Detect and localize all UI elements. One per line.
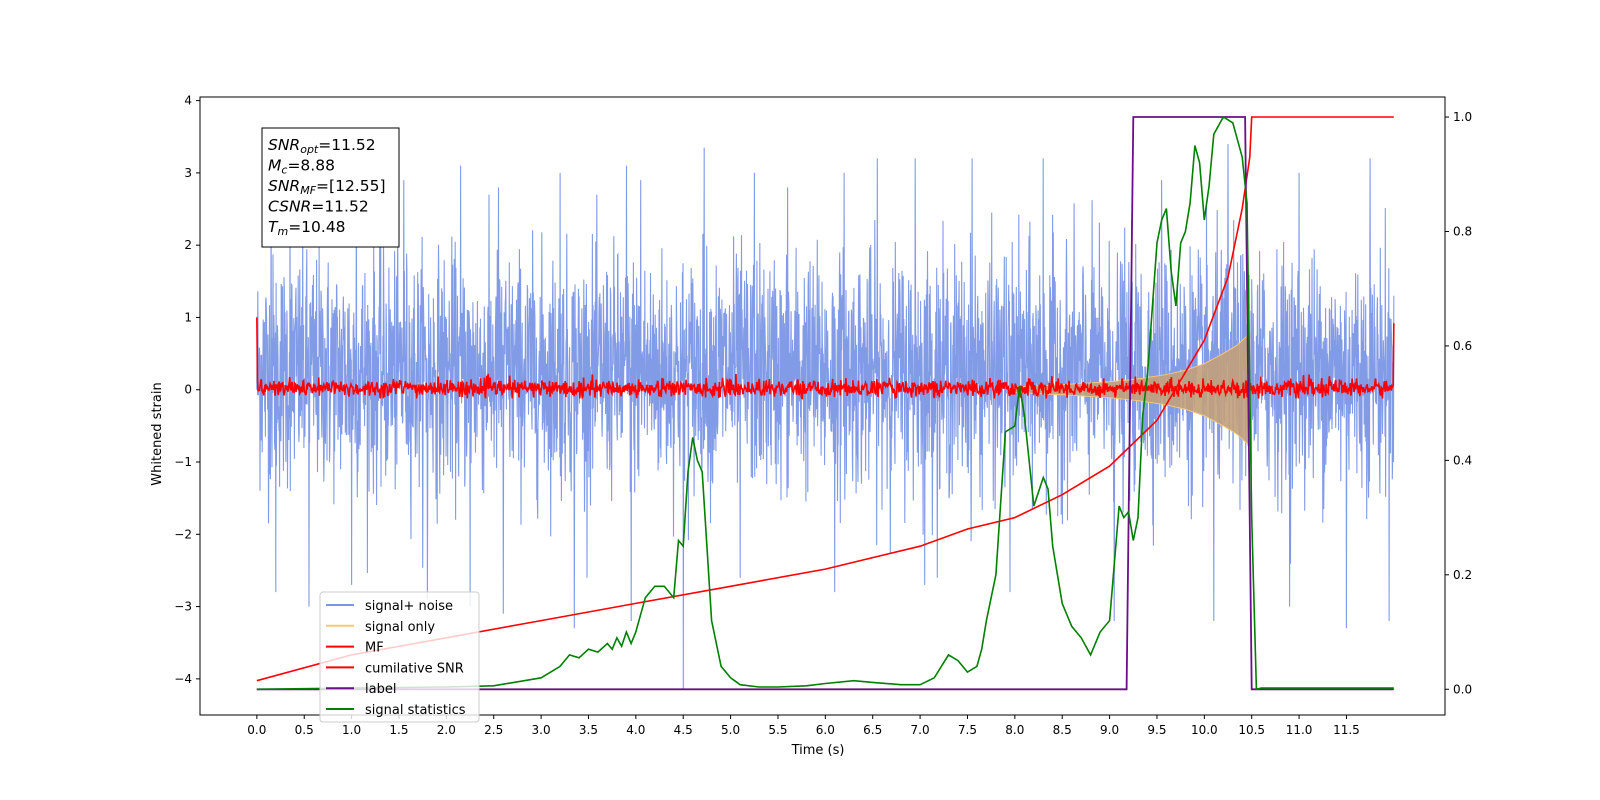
y-tick-label: 1 bbox=[184, 310, 192, 324]
x-tick-label: 9.5 bbox=[1147, 723, 1166, 737]
annotation-symbol: SNR bbox=[268, 136, 300, 154]
x-tick-label: 5.0 bbox=[721, 723, 740, 737]
x-tick-label: 7.0 bbox=[911, 723, 930, 737]
x-tick-label: 1.5 bbox=[389, 723, 408, 737]
annotation-line: CSNR=11.52 bbox=[268, 198, 369, 216]
x-tick-label: 10.0 bbox=[1191, 723, 1218, 737]
y-axis-ticks: 4 3 2 1 0 −1 −2 −3 −4 bbox=[174, 94, 200, 686]
y-tick-label: −4 bbox=[174, 672, 192, 686]
series-cumulative-snr bbox=[256, 116, 1394, 682]
x-tick-label: 11.0 bbox=[1286, 723, 1313, 737]
annotation-subscript: MF bbox=[300, 184, 316, 197]
y-tick-label: 3 bbox=[184, 166, 192, 180]
y2-tick-label: 1.0 bbox=[1453, 110, 1472, 124]
annotation-value: =11.52 bbox=[318, 136, 375, 154]
y-tick-label: −3 bbox=[174, 600, 192, 614]
series-label bbox=[256, 116, 1394, 691]
x-tick-label: 3.5 bbox=[579, 723, 598, 737]
series-signal-plus-noise bbox=[256, 143, 1395, 690]
annotation-value: =11.52 bbox=[311, 198, 368, 216]
x-tick-label: 8.5 bbox=[1053, 723, 1072, 737]
annotation-subscript: c bbox=[281, 164, 287, 177]
series-signal-statistics bbox=[256, 115, 1394, 691]
annotation-value: =[12.55] bbox=[316, 177, 385, 195]
x-tick-label: 10.5 bbox=[1238, 723, 1265, 737]
x-tick-label: 6.0 bbox=[816, 723, 835, 737]
x-tick-label: 7.5 bbox=[958, 723, 977, 737]
annotation-symbol: M bbox=[268, 157, 281, 175]
x-tick-label: 6.5 bbox=[863, 723, 882, 737]
y-axis-label: Whitened strain bbox=[150, 382, 165, 485]
y-tick-label: 2 bbox=[184, 238, 192, 252]
annotation-line: Tm=10.48 bbox=[268, 218, 346, 238]
legend-entry-label: MF bbox=[365, 641, 384, 656]
x-axis-ticks: 0.0 0.5 1.0 1.5 2.0 2.5 3.0 3.5 4.0 4.5 5.0 5.5 6.0 6… bbox=[247, 715, 1360, 737]
legend-entry-label: signal only bbox=[365, 620, 435, 635]
plot-area bbox=[256, 115, 1395, 691]
y2-tick-label: 0.4 bbox=[1453, 453, 1472, 467]
legend-entry-label: cumilative SNR bbox=[365, 661, 464, 676]
x-tick-label: 8.0 bbox=[1005, 723, 1024, 737]
y2-tick-label: 0.6 bbox=[1453, 339, 1472, 353]
y-tick-label: −1 bbox=[174, 455, 192, 469]
y2-tick-label: 0.0 bbox=[1453, 682, 1472, 696]
y2-tick-label: 0.8 bbox=[1453, 224, 1472, 238]
x-tick-label: 3.0 bbox=[532, 723, 551, 737]
x-tick-label: 4.5 bbox=[674, 723, 693, 737]
x-axis-label: Time (s) bbox=[791, 743, 845, 758]
legend-entry-label: signal+ noise bbox=[365, 599, 453, 614]
x-tick-label: 11.5 bbox=[1333, 723, 1360, 737]
annotation-symbol: SNR bbox=[268, 177, 300, 195]
legend-entry-label: label bbox=[365, 682, 396, 697]
annotation-line: Mc=8.88 bbox=[268, 157, 335, 177]
x-tick-label: 4.0 bbox=[626, 723, 645, 737]
annotation-subscript: m bbox=[277, 225, 288, 238]
legend-frame bbox=[319, 591, 480, 723]
legend: signal+ noise signal only MF cumilative SNR… bbox=[319, 591, 480, 723]
annotation-subscript: opt bbox=[300, 143, 319, 156]
y-tick-label: 0 bbox=[184, 383, 192, 397]
y2-axis-ticks: 1.0 0.8 0.6 0.4 0.2 0.0 bbox=[1445, 110, 1472, 696]
x-tick-label: 2.5 bbox=[484, 723, 503, 737]
x-tick-label: 9.0 bbox=[1100, 723, 1119, 737]
annotation-value: =8.88 bbox=[287, 157, 335, 175]
x-tick-label: 5.5 bbox=[768, 723, 787, 737]
y2-tick-label: 0.2 bbox=[1453, 568, 1472, 582]
series-mf bbox=[256, 317, 1395, 400]
annotation-line: SNRMF=[12.55] bbox=[268, 177, 386, 197]
y-tick-label: −2 bbox=[174, 527, 192, 541]
annotation-line: SNRopt=11.52 bbox=[268, 136, 376, 156]
annotation-box: SNRopt=11.52Mc=8.88SNRMF=[12.55]CSNR=11.… bbox=[261, 127, 400, 248]
annotation-symbol: T bbox=[268, 218, 279, 236]
axes-frame bbox=[199, 96, 1446, 716]
x-tick-label: 2.0 bbox=[437, 723, 456, 737]
x-tick-label: 0.5 bbox=[295, 723, 314, 737]
legend-entry-label: signal statistics bbox=[365, 703, 466, 718]
x-tick-label: 0.0 bbox=[247, 723, 266, 737]
annotation-frame bbox=[261, 127, 400, 248]
x-tick-label: 1.0 bbox=[342, 723, 361, 737]
annotation-symbol: CSNR bbox=[268, 198, 311, 216]
annotation-value: =10.48 bbox=[288, 218, 345, 236]
y-tick-label: 4 bbox=[184, 94, 192, 108]
